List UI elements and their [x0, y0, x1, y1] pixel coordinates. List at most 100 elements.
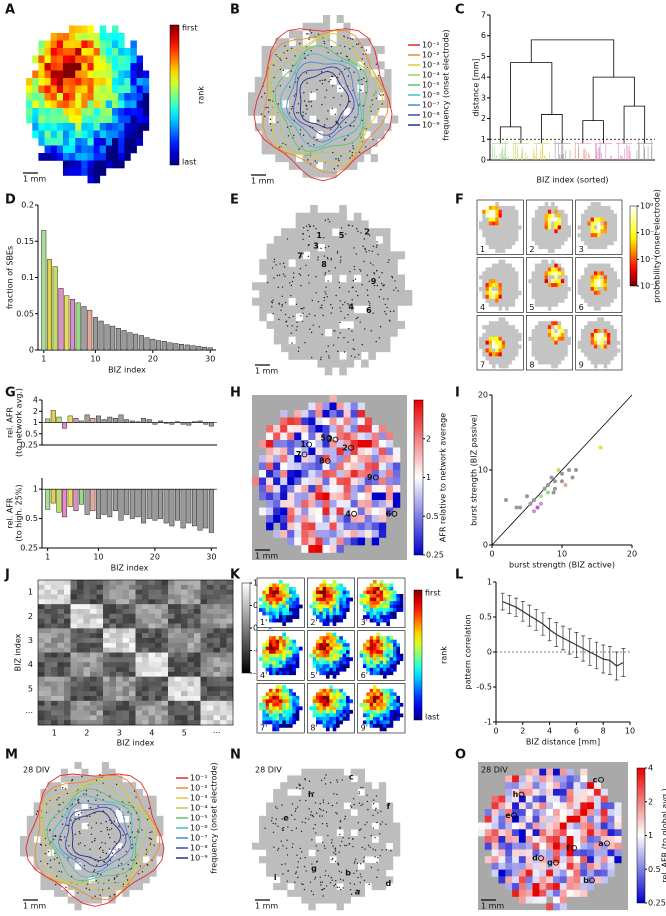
tile-cell: [312, 646, 317, 651]
map-dot: [356, 43, 358, 46]
map-cell: [343, 30, 351, 39]
matrix-cell: [122, 609, 130, 615]
tile-cell: [269, 636, 273, 640]
map-cell: [371, 477, 380, 486]
tile-cell: [329, 653, 333, 658]
tile-cell: [376, 657, 380, 662]
map-cell: [112, 160, 119, 169]
tile-cell: [544, 286, 549, 292]
matrix-cell: [70, 696, 78, 702]
map-cell: [357, 432, 366, 441]
map-cell: [317, 251, 326, 260]
tile-label: 2: [529, 245, 534, 254]
bar: [87, 309, 93, 351]
tile-cell: [610, 233, 614, 238]
tile-cell: [554, 352, 558, 357]
matrix-cell: [38, 599, 45, 605]
map-cell: [332, 336, 340, 345]
panel-letter: I: [455, 386, 460, 401]
matrix-cell: [226, 589, 234, 595]
map-cell: [273, 290, 282, 299]
map-cell: [295, 92, 303, 101]
colorbar-tick-label: 0: [253, 624, 258, 633]
tile-cell: [282, 583, 286, 588]
tile-cell: [482, 325, 486, 330]
tile-cell: [269, 639, 273, 644]
tile-cell: [272, 583, 276, 588]
tile-cell: [534, 279, 539, 284]
matrix-cell: [38, 613, 45, 619]
bar: [92, 317, 98, 351]
map-dot: [330, 312, 332, 314]
colorbar-tick-label: 0.5: [426, 512, 439, 521]
map-cell: [346, 251, 355, 260]
tile-cell: [547, 302, 552, 307]
map-cell: [282, 146, 290, 155]
matrix-cell: [207, 667, 214, 673]
tile-cell: [610, 209, 614, 214]
map-cell: [118, 33, 125, 41]
tile-cell: [508, 294, 512, 299]
matrix-cell: [168, 691, 175, 697]
tile-cell: [272, 695, 276, 700]
tile-cell: [289, 643, 293, 648]
map-cell: [266, 470, 274, 478]
map-cell: [350, 522, 358, 531]
map-cell: [295, 76, 303, 85]
tile-cell: [492, 344, 496, 349]
tile-cell: [554, 240, 558, 246]
matrix-cell: [103, 638, 110, 644]
map-cell: [124, 153, 131, 161]
tile-cell: [488, 294, 493, 299]
map-dot: [272, 299, 274, 301]
tile-cell: [541, 237, 545, 242]
matrix-cell: [142, 613, 149, 619]
matrix-cell: [70, 686, 78, 692]
map-cell: [295, 228, 304, 237]
y-tick-label: 5: [481, 52, 486, 61]
map-cell: [266, 522, 274, 531]
tile-cell: [495, 221, 499, 226]
tile-cell: [551, 209, 555, 214]
map-dot: [297, 350, 300, 352]
tile-cell: [485, 348, 490, 353]
map-dot: [336, 52, 338, 55]
matrix-cell: [200, 657, 208, 663]
tile-cell: [501, 336, 506, 342]
matrix-cell: [103, 642, 110, 648]
tile-cell: [359, 601, 364, 605]
tile-cell: [580, 344, 585, 349]
map-cell: [130, 123, 137, 131]
map-cell: [317, 290, 326, 299]
matrix-cell: [77, 628, 84, 634]
map-dot: [293, 95, 296, 97]
tile-cell: [272, 650, 276, 655]
tile-cell: [389, 639, 394, 644]
map-cell: [371, 522, 380, 531]
map-cell: [112, 25, 119, 34]
map-cell: [302, 328, 311, 337]
tile-cell: [531, 275, 536, 280]
tile-cell: [488, 360, 493, 365]
tile-cell: [514, 217, 519, 222]
matrix-cell: [181, 647, 188, 653]
tile-cell: [511, 298, 516, 303]
tile-cell: [603, 279, 608, 284]
y-tick-label: 0: [29, 346, 34, 355]
map-cell: [350, 161, 358, 170]
map-cell: [280, 530, 288, 538]
map-cell: [75, 130, 82, 139]
tile-cell: [282, 618, 286, 623]
map-cell: [371, 507, 380, 516]
map-cell: [308, 492, 316, 501]
tile-cell: [492, 271, 496, 276]
tile-cell: [554, 302, 558, 307]
matrix-cell: [70, 584, 78, 590]
map-dot: [306, 33, 308, 35]
panel-letter: E: [230, 193, 239, 208]
map-cell: [259, 462, 267, 471]
map-cell: [316, 30, 324, 39]
map-cell: [392, 500, 401, 508]
map-cell: [350, 69, 358, 78]
map-cell: [99, 48, 107, 56]
